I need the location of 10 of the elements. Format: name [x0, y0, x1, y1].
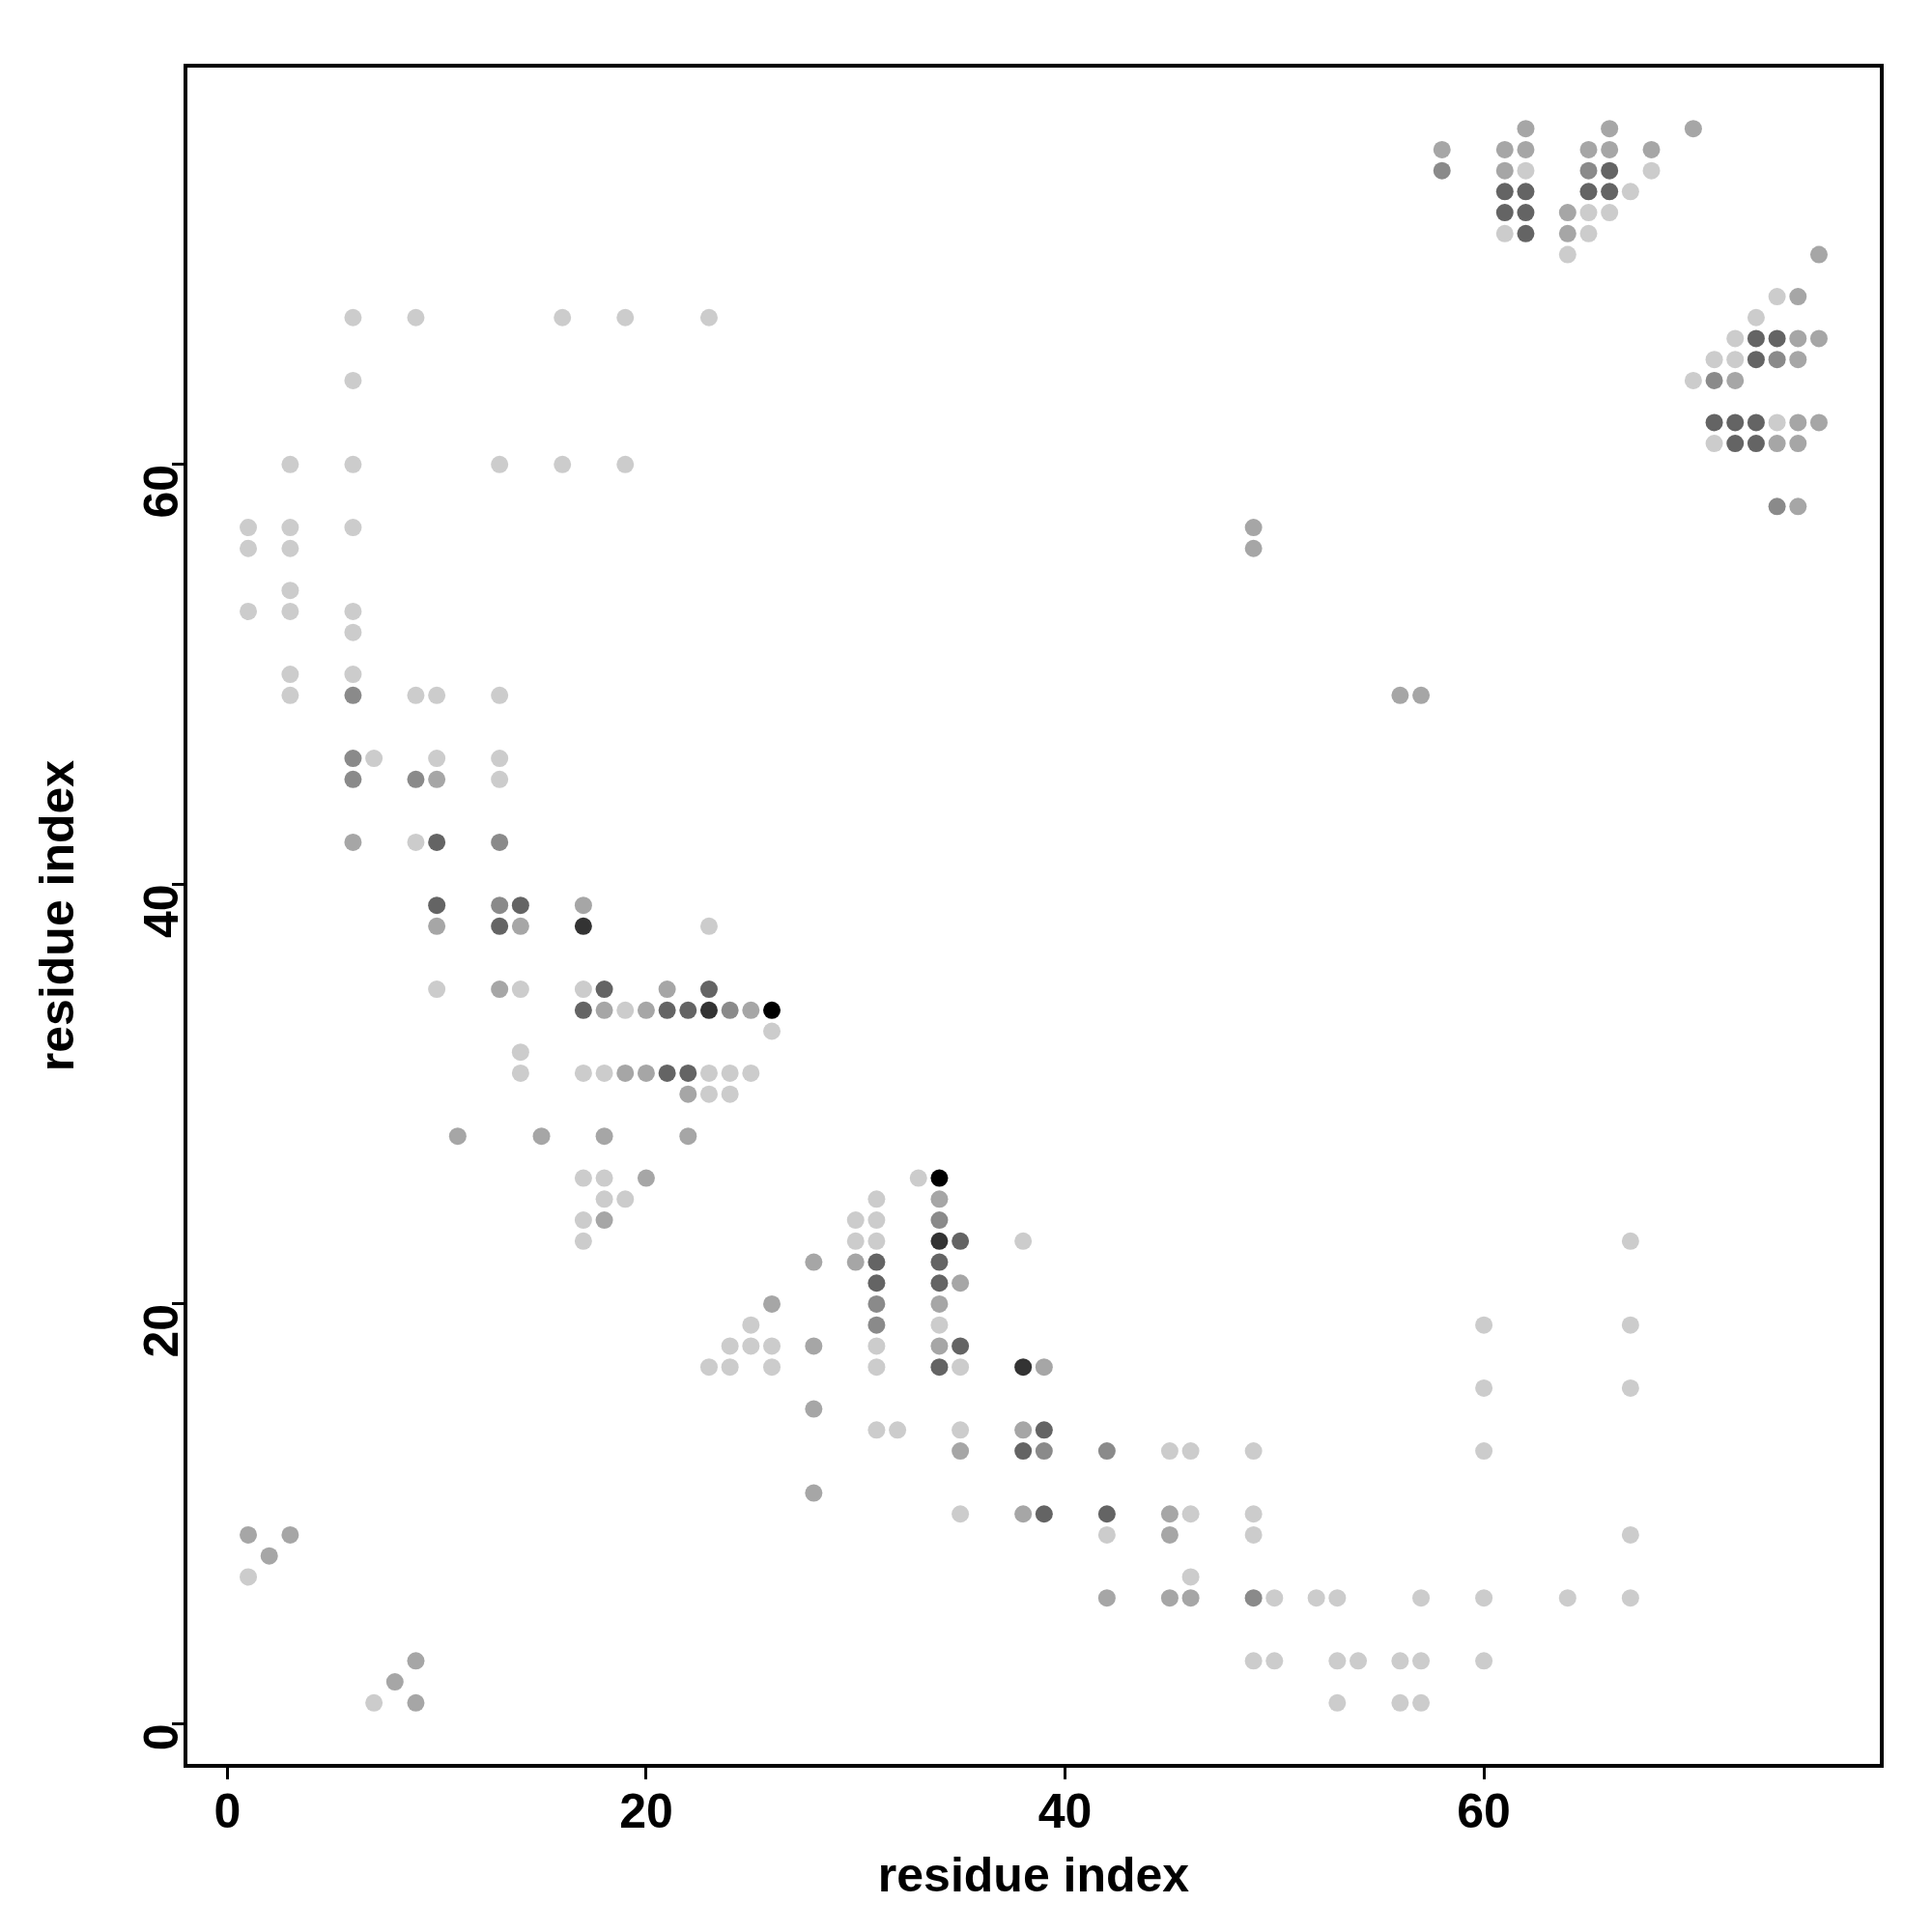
x-tick-label: 20 — [619, 1783, 673, 1838]
x-tick-label: 60 — [1457, 1783, 1511, 1838]
y-tick-label: 0 — [133, 1723, 188, 1751]
x-axis-title: residue index — [877, 1847, 1190, 1902]
y-axis-title: residue index — [29, 759, 84, 1072]
y-tick-label: 40 — [133, 884, 188, 939]
x-tick-label: 40 — [1037, 1783, 1093, 1838]
x-tick-label: 0 — [213, 1783, 242, 1838]
y-tick-label: 60 — [133, 464, 188, 519]
y-tick-label: 20 — [133, 1303, 188, 1358]
